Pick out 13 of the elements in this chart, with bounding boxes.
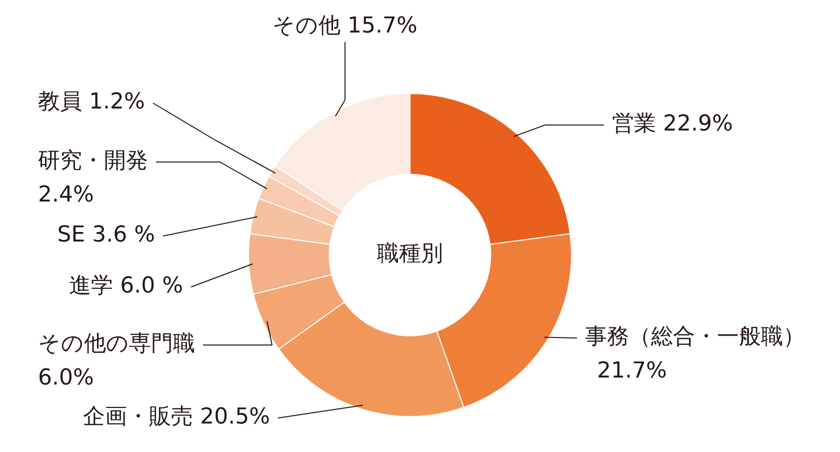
slice-label: 研究・開発 <box>38 148 148 174</box>
data-label: 2.4% <box>38 182 94 208</box>
slice-label: 進学 6.0 % <box>69 274 183 299</box>
slice-label: 事務（総合・一般職） <box>585 324 805 350</box>
slice-label: 企画・販売 20.5% <box>83 404 270 430</box>
text: 職種別 <box>377 242 443 267</box>
slice-label: 営業 22.9% <box>612 112 733 137</box>
slice-label: その他の専門職 <box>38 332 195 357</box>
slice-label: 教員 1.2% <box>38 90 145 115</box>
data-label: 6.0% <box>38 366 94 391</box>
slice-label: その他 15.7% <box>272 14 418 39</box>
data-label: 21.7% <box>597 358 667 384</box>
slice-label: SE 3.6 % <box>57 222 155 248</box>
